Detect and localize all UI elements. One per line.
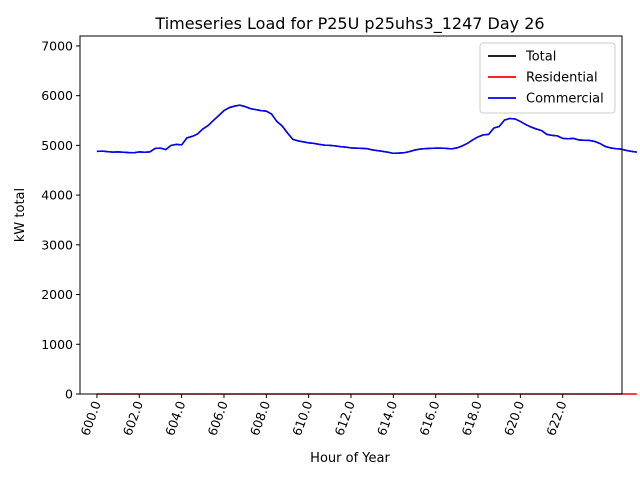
y-tick-label: 3000	[41, 237, 73, 252]
y-axis: 0 1000 2000 3000 4000 5000 6000 7000	[41, 38, 80, 402]
y-tick-label: 0	[65, 387, 73, 402]
y-tick-label: 2000	[41, 287, 73, 302]
x-axis-title: Hour of Year	[310, 451, 390, 466]
y-tick-label: 1000	[41, 337, 73, 352]
legend-label: Total	[525, 50, 556, 65]
chart-title: Timeseries Load for P25U p25uhs3_1247 Da…	[154, 14, 544, 34]
legend-label: Commercial	[526, 92, 604, 107]
y-tick-label: 4000	[41, 188, 73, 203]
legend-box	[479, 42, 616, 114]
y-axis-title: kW total	[13, 188, 28, 242]
y-tick-label: 5000	[41, 138, 73, 153]
legend: Total Residential Commercial	[479, 42, 616, 114]
y-tick-label: 6000	[41, 88, 73, 103]
y-tick-label: 7000	[41, 38, 73, 53]
series-line-commercial	[96, 104, 637, 155]
legend-label: Residential	[526, 71, 598, 86]
